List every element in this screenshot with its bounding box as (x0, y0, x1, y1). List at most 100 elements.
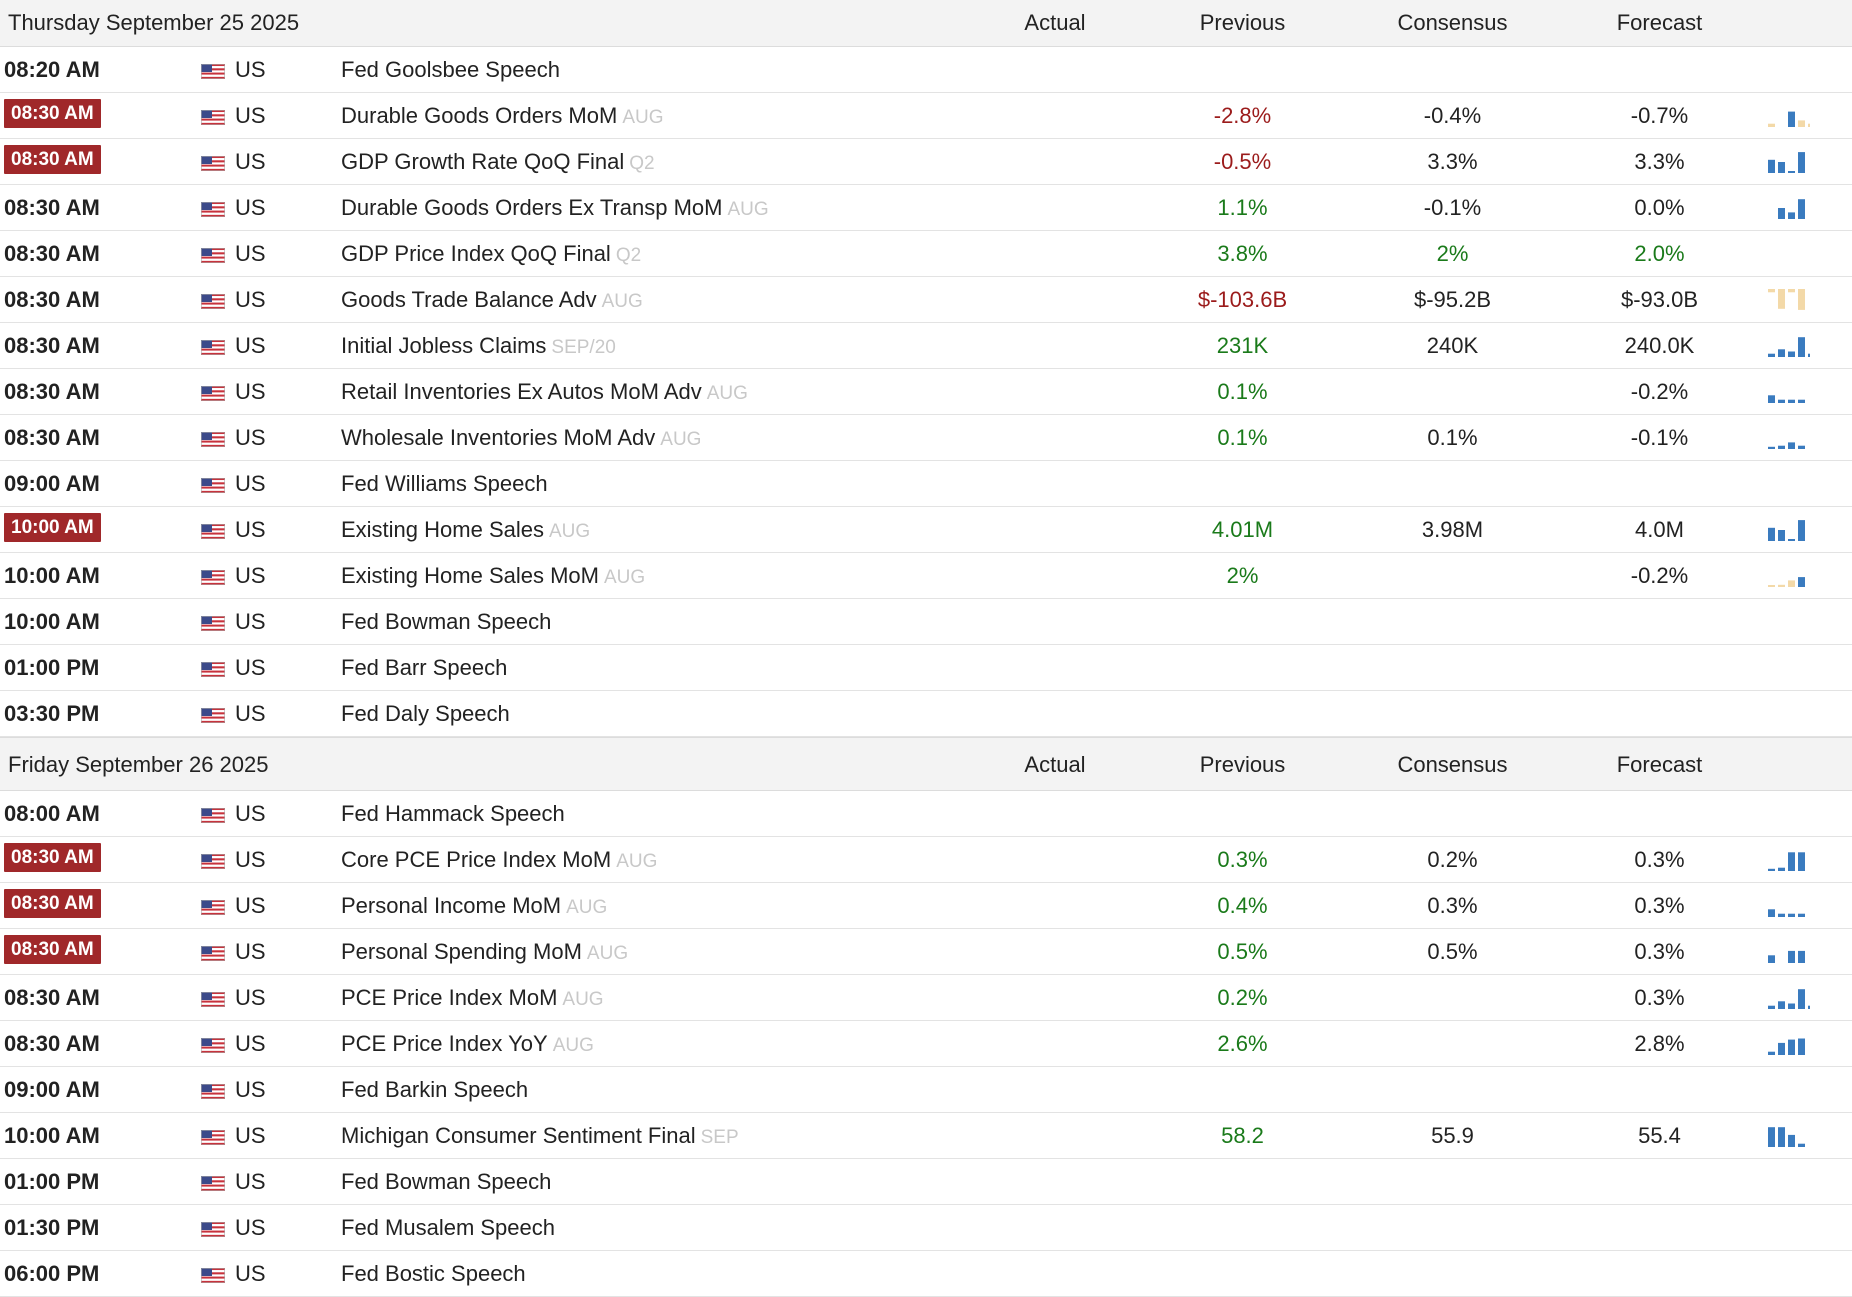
event-row[interactable]: 08:30 AM US Durable Goods Orders Ex Transp… (0, 185, 1852, 231)
event-row[interactable]: 09:00 AM US Fed Williams Speech (0, 461, 1852, 507)
event-row[interactable]: 08:30 AM US GDP Price Index QoQ Final Q2 3.8… (0, 231, 1852, 277)
event-name[interactable]: GDP Price Index QoQ Final (341, 241, 611, 266)
event-name-link[interactable]: Existing Home Sales AUG (341, 517, 590, 543)
event-reference-period: AUG (566, 897, 608, 918)
event-name-link[interactable]: Fed Daly Speech (341, 701, 510, 727)
event-name-link[interactable]: GDP Price Index QoQ Final Q2 (341, 241, 641, 267)
event-name[interactable]: Fed Bostic Speech (341, 1261, 526, 1286)
sparkline-chart-icon (1768, 577, 1805, 587)
event-row[interactable]: 08:30 AM US Wholesale Inventories MoM Adv A… (0, 415, 1852, 461)
column-header-forecast[interactable]: Forecast (1616, 752, 1703, 777)
event-row[interactable]: 03:30 PM US Fed Daly Speech (0, 691, 1852, 737)
event-row[interactable]: 09:00 AM US Fed Barkin Speech (0, 1067, 1852, 1113)
event-name-link[interactable]: Durable Goods Orders MoM AUG (341, 103, 664, 129)
column-header-previous[interactable]: Previous (1199, 10, 1286, 35)
event-name-link[interactable]: Fed Musalem Speech (341, 1215, 555, 1241)
event-name[interactable]: Wholesale Inventories MoM Adv (341, 425, 656, 450)
event-row[interactable]: 08:00 AM US Fed Hammack Speech (0, 791, 1852, 837)
sparkline-bar (1768, 1005, 1775, 1009)
event-name[interactable]: Personal Income MoM (341, 893, 562, 918)
sparkline-bar (1768, 123, 1775, 127)
event-time: 08:20 AM (4, 57, 100, 82)
event-name-link[interactable]: Personal Spending MoM AUG (341, 939, 628, 965)
sparkline-bar (1788, 442, 1795, 449)
event-row[interactable]: 10:00 AM US Existing Home Sales AUG 4.01M 3.9… (0, 507, 1852, 553)
event-name[interactable]: Fed Williams Speech (341, 471, 548, 496)
column-header-actual[interactable]: Actual (1024, 752, 1086, 777)
event-country: US (235, 287, 266, 312)
event-time: 06:00 PM (4, 1261, 100, 1286)
event-name-link[interactable]: Existing Home Sales MoM AUG (341, 563, 645, 589)
event-row[interactable]: 10:00 AM US Existing Home Sales MoM AUG 2% -0… (0, 553, 1852, 599)
event-name[interactable]: Retail Inventories Ex Autos MoM Adv (341, 379, 702, 404)
event-row[interactable]: 08:30 AM US Personal Income MoM AUG 0.4% 0.3%… (0, 883, 1852, 929)
event-country: US (235, 471, 266, 496)
event-previous: 0.1% (1217, 425, 1268, 450)
event-name[interactable]: Durable Goods Orders Ex Transp MoM (341, 195, 723, 220)
event-name[interactable]: Personal Spending MoM (341, 939, 582, 964)
event-previous: 231K (1216, 333, 1269, 358)
event-name-link[interactable]: GDP Growth Rate QoQ Final Q2 (341, 149, 655, 175)
event-name-link[interactable]: Durable Goods Orders Ex Transp MoM AUG (341, 195, 769, 221)
event-row[interactable]: 08:20 AM US Fed Goolsbee Speech (0, 47, 1852, 93)
event-name[interactable]: Existing Home Sales MoM (341, 563, 599, 588)
event-row[interactable]: 01:00 PM US Fed Barr Speech (0, 645, 1852, 691)
event-name[interactable]: Michigan Consumer Sentiment Final (341, 1123, 696, 1148)
event-name-link[interactable]: PCE Price Index MoM AUG (341, 985, 604, 1011)
event-row[interactable]: 01:00 PM US Fed Bowman Speech (0, 1159, 1852, 1205)
event-name[interactable]: Fed Barr Speech (341, 655, 508, 680)
event-row[interactable]: 10:00 AM US Fed Bowman Speech (0, 599, 1852, 645)
event-name-link[interactable]: Fed Bowman Speech (341, 609, 551, 635)
event-name-link[interactable]: Fed Bowman Speech (341, 1169, 551, 1195)
event-name[interactable]: GDP Growth Rate QoQ Final (341, 149, 625, 174)
event-name-link[interactable]: Fed Williams Speech (341, 471, 548, 497)
event-consensus: 0.2% (1427, 847, 1478, 872)
column-header-forecast[interactable]: Forecast (1616, 10, 1703, 35)
event-name-link[interactable]: PCE Price Index YoY AUG (341, 1031, 594, 1057)
event-row[interactable]: 06:00 PM US Fed Bostic Speech (0, 1251, 1852, 1297)
event-name[interactable]: Core PCE Price Index MoM (341, 847, 612, 872)
event-name-link[interactable]: Michigan Consumer Sentiment Final SEP (341, 1123, 739, 1149)
event-name[interactable]: Fed Bowman Speech (341, 609, 552, 634)
column-header-actual[interactable]: Actual (1024, 10, 1086, 35)
event-name-link[interactable]: Personal Income MoM AUG (341, 893, 607, 919)
event-name-link[interactable]: Fed Barr Speech (341, 655, 507, 681)
event-name-link[interactable]: Wholesale Inventories MoM Adv AUG (341, 425, 701, 451)
event-name[interactable]: Goods Trade Balance Adv (341, 287, 597, 312)
event-name[interactable]: Existing Home Sales (341, 517, 544, 542)
event-row[interactable]: 10:00 AM US Michigan Consumer Sentiment Fi… (0, 1113, 1852, 1159)
event-name-link[interactable]: Initial Jobless Claims SEP/20 (341, 333, 616, 359)
event-row[interactable]: 08:30 AM US Personal Spending MoM AUG 0.5% 0.… (0, 929, 1852, 975)
column-header-consensus[interactable]: Consensus (1397, 752, 1508, 777)
sparkline-chart-icon (1768, 852, 1805, 871)
event-name[interactable]: PCE Price Index MoM (341, 985, 558, 1010)
event-name[interactable]: Durable Goods Orders MoM (341, 103, 618, 128)
event-name[interactable]: Fed Barkin Speech (341, 1077, 529, 1102)
event-name[interactable]: Fed Musalem Speech (341, 1215, 555, 1240)
event-name[interactable]: Fed Hammack Speech (341, 801, 565, 826)
event-name-link[interactable]: Goods Trade Balance Adv AUG (341, 287, 643, 313)
event-row[interactable]: 08:30 AM US Initial Jobless Claims SEP/20 23… (0, 323, 1852, 369)
event-name-link[interactable]: Core PCE Price Index MoM AUG (341, 847, 657, 873)
event-row[interactable]: 08:30 AM US PCE Price Index MoM AUG 0.2% 0.3% (0, 975, 1852, 1021)
event-name[interactable]: Fed Bowman Speech (341, 1169, 552, 1194)
event-name[interactable]: Fed Goolsbee Speech (341, 57, 560, 82)
event-row[interactable]: 08:30 AM US Core PCE Price Index MoM AUG 0.3… (0, 837, 1852, 883)
event-name[interactable]: Fed Daly Speech (341, 701, 510, 726)
event-name-link[interactable]: Retail Inventories Ex Autos MoM Adv AUG (341, 379, 748, 405)
event-reference-period: SEP (700, 1127, 739, 1148)
event-name[interactable]: PCE Price Index YoY (341, 1031, 548, 1056)
event-row[interactable]: 01:30 PM US Fed Musalem Speech (0, 1205, 1852, 1251)
event-name-link[interactable]: Fed Barkin Speech (341, 1077, 528, 1103)
column-header-previous[interactable]: Previous (1199, 752, 1286, 777)
column-header-consensus[interactable]: Consensus (1397, 10, 1508, 35)
event-row[interactable]: 08:30 AM US PCE Price Index YoY AUG 2.6% 2.8% (0, 1021, 1852, 1067)
event-name-link[interactable]: Fed Goolsbee Speech (341, 57, 560, 83)
event-name[interactable]: Initial Jobless Claims (341, 333, 547, 358)
event-row[interactable]: 08:30 AM US Durable Goods Orders MoM AUG -2.… (0, 93, 1852, 139)
event-row[interactable]: 08:30 AM US Retail Inventories Ex Autos Mo… (0, 369, 1852, 415)
event-row[interactable]: 08:30 AM US Goods Trade Balance Adv AUG $-10… (0, 277, 1852, 323)
event-name-link[interactable]: Fed Hammack Speech (341, 801, 565, 827)
event-name-link[interactable]: Fed Bostic Speech (341, 1261, 526, 1287)
event-row[interactable]: 08:30 AM US GDP Growth Rate QoQ Final Q2 -0.… (0, 139, 1852, 185)
